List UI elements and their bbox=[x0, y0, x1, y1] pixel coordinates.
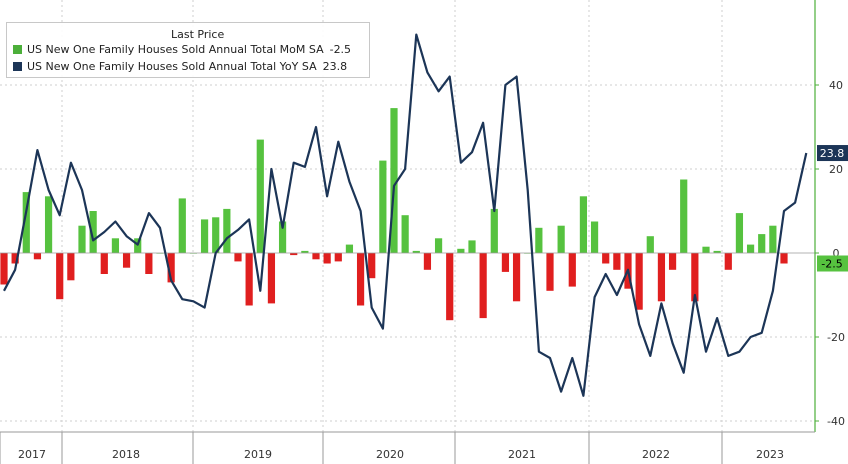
mom-bar bbox=[267, 253, 276, 304]
mom-bar bbox=[512, 253, 521, 302]
x-tick-label: 2021 bbox=[508, 448, 536, 461]
x-tick-label: 2018 bbox=[112, 448, 140, 461]
mom-bar bbox=[234, 253, 242, 262]
mom-last-value-box bbox=[817, 255, 848, 272]
x-axis: 2017 2018 2019 2020 2021 2022 2023 bbox=[0, 431, 815, 464]
mom-bar bbox=[356, 253, 365, 306]
mom-bar bbox=[713, 250, 721, 253]
legend-header: Last Price bbox=[171, 28, 225, 41]
mom-bar bbox=[245, 253, 253, 306]
mom-bar bbox=[434, 238, 443, 253]
y-tick-label: -20 bbox=[827, 331, 845, 344]
mom-bar bbox=[67, 253, 75, 281]
mom-last-value-label: -2.5 bbox=[821, 258, 842, 271]
mom-bar bbox=[668, 253, 677, 270]
mom-bar bbox=[490, 208, 498, 253]
mom-bar bbox=[702, 246, 710, 253]
grid-lines bbox=[0, 0, 815, 432]
mom-bar bbox=[0, 253, 8, 285]
mom-bar bbox=[301, 250, 309, 253]
yoy-line-series bbox=[3, 33, 808, 397]
mom-bar bbox=[178, 198, 186, 253]
mom-bar bbox=[657, 253, 666, 302]
mom-bar bbox=[312, 253, 320, 260]
mom-bar bbox=[568, 253, 576, 287]
mom-bar bbox=[724, 253, 732, 270]
y-tick-label: 40 bbox=[829, 79, 843, 92]
yoy-last-value-box bbox=[817, 145, 848, 162]
mom-bar bbox=[200, 219, 209, 253]
legend-label-yoy: US New One Family Houses Sold Annual Tot… bbox=[27, 60, 317, 73]
mom-bar bbox=[78, 225, 86, 253]
mom-bar bbox=[334, 253, 342, 262]
mom-bar bbox=[323, 253, 331, 264]
mom-bar bbox=[691, 253, 699, 302]
mom-bar bbox=[646, 236, 654, 253]
mom-bar bbox=[345, 244, 354, 253]
legend-item-mom: US New One Family Houses Sold Annual Tot… bbox=[13, 43, 351, 56]
x-tick-label: 2019 bbox=[244, 448, 272, 461]
legend-swatch-mom bbox=[13, 45, 22, 54]
x-tick-label: 2023 bbox=[756, 448, 784, 461]
mom-bar bbox=[256, 139, 264, 253]
mom-bar bbox=[278, 221, 287, 253]
legend-swatch-yoy bbox=[13, 62, 22, 71]
mom-bar bbox=[590, 221, 599, 253]
y-axis: 40 20 0 -20 -40 bbox=[814, 0, 845, 432]
mom-bar bbox=[390, 108, 398, 253]
legend-item-yoy: US New One Family Houses Sold Annual Tot… bbox=[13, 60, 347, 73]
legend-label-mom: US New One Family Houses Sold Annual Tot… bbox=[27, 43, 324, 56]
mom-bar bbox=[290, 253, 298, 256]
yoy-last-value-label: 23.8 bbox=[820, 147, 845, 160]
mom-bar bbox=[557, 225, 565, 253]
x-tick-label: 2022 bbox=[642, 448, 670, 461]
mom-bar bbox=[100, 253, 108, 274]
mom-bar bbox=[412, 250, 420, 253]
mom-bar bbox=[167, 253, 175, 283]
mom-bar bbox=[111, 238, 120, 253]
mom-bar bbox=[22, 192, 30, 253]
mom-bar bbox=[769, 225, 777, 253]
y-tick-label: 20 bbox=[829, 163, 843, 176]
mom-bar bbox=[446, 253, 454, 321]
mom-bar bbox=[579, 196, 588, 253]
legend-value-mom: -2.5 bbox=[329, 43, 352, 56]
x-tick-label: 2017 bbox=[18, 448, 46, 461]
mom-bar bbox=[423, 253, 432, 270]
mom-bar bbox=[613, 253, 621, 270]
x-tick-label: 2020 bbox=[376, 448, 404, 461]
mom-bar-series bbox=[0, 108, 788, 321]
mom-bar bbox=[635, 253, 643, 310]
mom-bar bbox=[89, 211, 97, 253]
mom-bar bbox=[457, 248, 465, 253]
mom-bar bbox=[212, 217, 220, 253]
mom-bar bbox=[479, 253, 487, 319]
mom-bar bbox=[145, 253, 153, 274]
mom-bar bbox=[746, 244, 755, 253]
legend: Last Price US New One Family Houses Sold… bbox=[6, 22, 370, 78]
mom-bar bbox=[56, 253, 64, 300]
mom-bar bbox=[735, 213, 744, 253]
mom-bar bbox=[33, 253, 42, 260]
mom-bar bbox=[680, 179, 688, 253]
mom-bar bbox=[602, 253, 610, 264]
mom-bar bbox=[758, 234, 766, 253]
mom-bar bbox=[122, 253, 131, 268]
y-tick-label: 0 bbox=[833, 247, 840, 260]
last-value-labels: 23.8 -2.5 bbox=[817, 145, 848, 272]
mom-bar bbox=[546, 253, 554, 291]
mom-bar bbox=[11, 253, 19, 264]
mom-bar bbox=[501, 253, 510, 272]
mom-bar bbox=[468, 240, 476, 253]
mom-bar bbox=[379, 160, 387, 253]
mom-bar bbox=[223, 208, 231, 253]
mom-bar bbox=[44, 196, 53, 253]
mom-bar bbox=[535, 227, 543, 253]
legend-value-yoy: 23.8 bbox=[322, 60, 348, 73]
mom-bar bbox=[368, 253, 376, 279]
mom-bar bbox=[780, 253, 788, 264]
y-tick-label: -40 bbox=[827, 415, 845, 428]
mom-bar bbox=[401, 215, 409, 253]
